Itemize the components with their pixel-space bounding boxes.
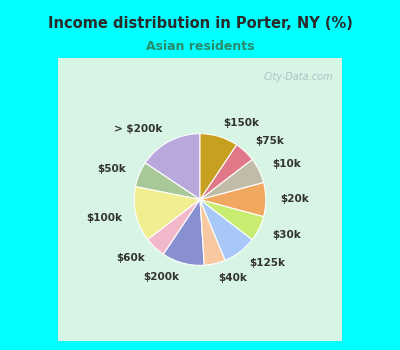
Text: Asian residents: Asian residents <box>146 40 254 53</box>
Text: $125k: $125k <box>249 258 285 268</box>
Wedge shape <box>200 134 236 199</box>
Text: $30k: $30k <box>272 230 301 240</box>
Text: $75k: $75k <box>255 136 284 146</box>
Text: $150k: $150k <box>223 118 259 128</box>
Wedge shape <box>200 145 252 200</box>
Text: $50k: $50k <box>97 164 126 174</box>
Text: Income distribution in Porter, NY (%): Income distribution in Porter, NY (%) <box>48 16 352 31</box>
Wedge shape <box>200 182 266 217</box>
Text: $60k: $60k <box>116 253 145 263</box>
Text: $10k: $10k <box>272 159 301 169</box>
Wedge shape <box>200 199 225 265</box>
Text: $20k: $20k <box>280 195 309 204</box>
Text: > $200k: > $200k <box>114 124 162 134</box>
Wedge shape <box>145 134 200 199</box>
Text: $100k: $100k <box>86 213 122 223</box>
Wedge shape <box>200 159 264 199</box>
Wedge shape <box>164 199 204 265</box>
Text: $200k: $200k <box>143 272 179 282</box>
Text: City-Data.com: City-Data.com <box>264 72 333 82</box>
Wedge shape <box>148 199 200 254</box>
Wedge shape <box>200 199 252 260</box>
Wedge shape <box>200 199 264 240</box>
Wedge shape <box>136 163 200 199</box>
Wedge shape <box>134 187 200 240</box>
Text: $40k: $40k <box>218 273 247 283</box>
